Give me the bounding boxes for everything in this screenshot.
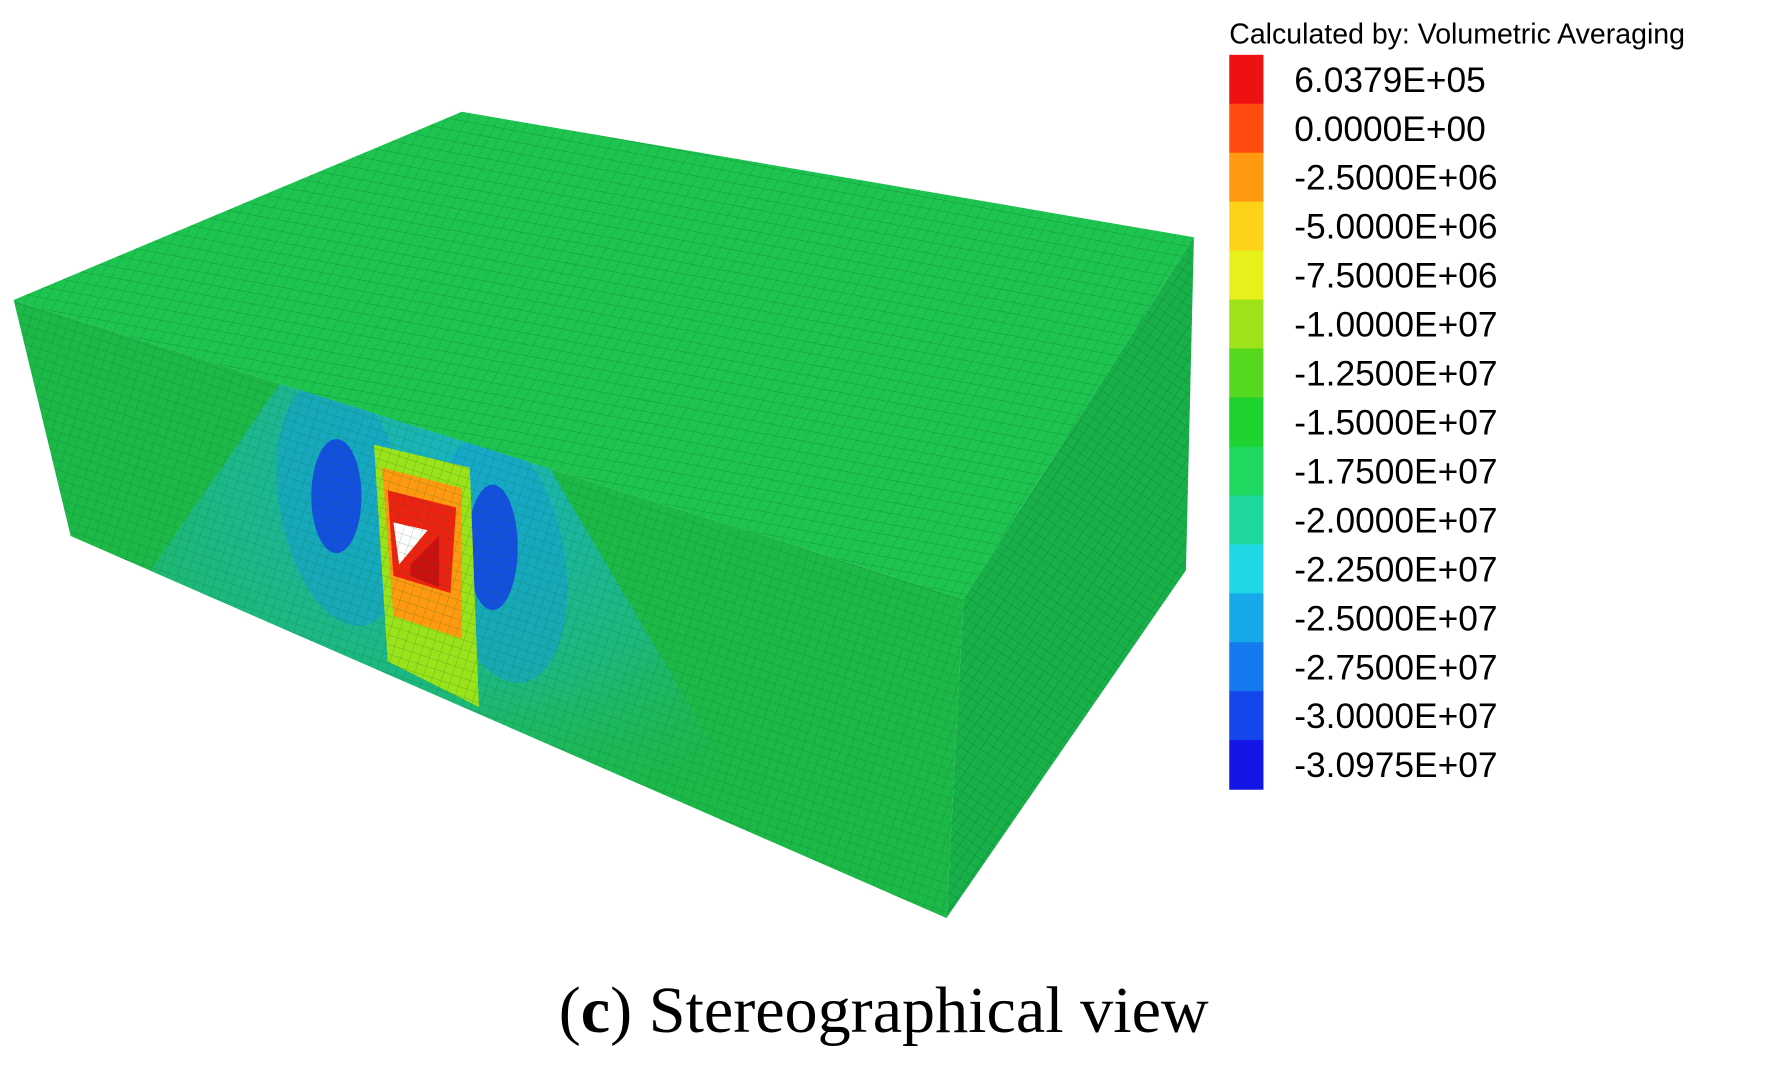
top-mesh — [13, 111, 1194, 599]
legend-swatch — [1229, 642, 1264, 692]
legend-label: -5.0000E+06 — [1294, 208, 1497, 247]
legend-swatch — [1229, 103, 1264, 154]
legend-swatch — [1229, 299, 1264, 350]
legend-label: -2.7500E+07 — [1294, 648, 1497, 687]
legend-label: -3.0000E+07 — [1294, 697, 1497, 736]
legend-label: -1.0000E+07 — [1294, 306, 1497, 345]
legend: Calculated by: Volumetric Averaging 6.03… — [1229, 18, 1685, 790]
legend-label: 6.0379E+05 — [1294, 61, 1486, 100]
legend-label: -2.2500E+07 — [1294, 550, 1497, 589]
legend-label: -3.0975E+07 — [1294, 746, 1497, 785]
legend-label: 0.0000E+00 — [1294, 110, 1486, 149]
model — [13, 111, 1194, 919]
legend-swatch — [1229, 54, 1264, 105]
front-mesh — [13, 299, 964, 919]
legend-swatch — [1229, 250, 1264, 301]
legend-title: Calculated by: Volumetric Averaging — [1229, 18, 1685, 50]
legend-label: -7.5000E+06 — [1294, 257, 1497, 296]
legend-swatch — [1229, 201, 1264, 252]
legend-swatch — [1229, 544, 1264, 594]
legend-swatch — [1229, 397, 1264, 448]
legend-label: -1.7500E+07 — [1294, 452, 1497, 491]
legend-swatch — [1229, 740, 1264, 790]
legend-label: -2.5000E+06 — [1294, 159, 1497, 198]
caption-prefix: ( — [559, 974, 581, 1047]
right-mesh — [946, 237, 1194, 919]
legend-swatch — [1229, 152, 1264, 203]
legend-swatch — [1229, 446, 1264, 496]
legend-label: -1.5000E+07 — [1294, 404, 1497, 443]
legend-label: -2.0000E+07 — [1294, 501, 1497, 540]
caption-label: c — [581, 974, 610, 1047]
legend-label: -1.2500E+07 — [1294, 355, 1497, 394]
legend-swatch — [1229, 495, 1264, 545]
caption-text: ) Stereographical view — [610, 974, 1209, 1047]
caption: (c) Stereographical view — [559, 974, 1209, 1047]
legend-swatch — [1229, 593, 1264, 643]
legend-swatch — [1229, 691, 1264, 741]
legend-swatch — [1229, 348, 1264, 399]
legend-label: -2.5000E+07 — [1294, 599, 1497, 638]
